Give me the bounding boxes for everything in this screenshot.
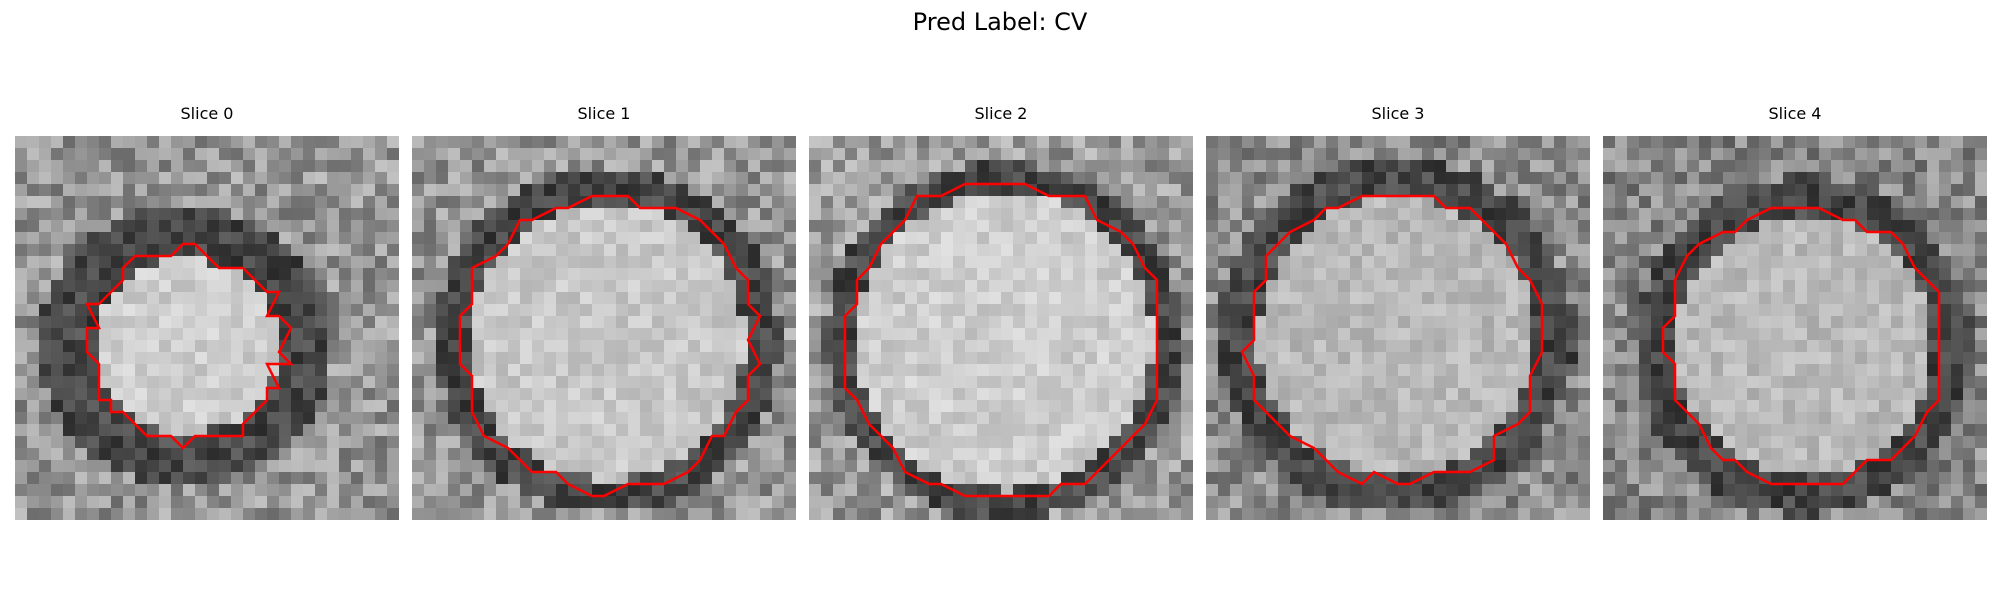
figure-title: Pred Label: CV bbox=[912, 8, 1088, 36]
slice-image bbox=[1206, 136, 1590, 520]
slice-title: Slice 3 bbox=[1371, 104, 1425, 123]
segmentation-contour bbox=[1240, 194, 1544, 486]
segmentation-contour bbox=[84, 242, 295, 450]
slice-title: Slice 0 bbox=[180, 104, 234, 123]
slice-image bbox=[809, 136, 1193, 520]
segmentation-contour bbox=[458, 194, 762, 498]
slice-image bbox=[15, 136, 399, 520]
slice-image bbox=[1603, 136, 1987, 520]
slice-title: Slice 2 bbox=[974, 104, 1028, 123]
slice-image bbox=[412, 136, 796, 520]
slice-title: Slice 1 bbox=[577, 104, 631, 123]
segmentation-contour bbox=[1661, 206, 1941, 486]
slice-title: Slice 4 bbox=[1768, 104, 1822, 123]
segmentation-contour bbox=[843, 182, 1159, 498]
